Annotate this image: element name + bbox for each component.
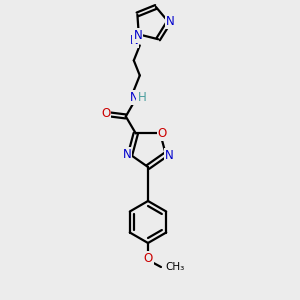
Text: N: N bbox=[123, 148, 131, 161]
Text: N: N bbox=[164, 149, 173, 162]
Text: O: O bbox=[101, 107, 110, 120]
Text: N: N bbox=[129, 91, 138, 104]
Text: N: N bbox=[134, 29, 142, 42]
Text: H: H bbox=[137, 91, 146, 104]
Text: CH₃: CH₃ bbox=[165, 262, 184, 272]
Text: N: N bbox=[129, 34, 138, 47]
Text: N: N bbox=[167, 15, 175, 28]
Text: O: O bbox=[143, 251, 153, 265]
Text: O: O bbox=[158, 127, 167, 140]
